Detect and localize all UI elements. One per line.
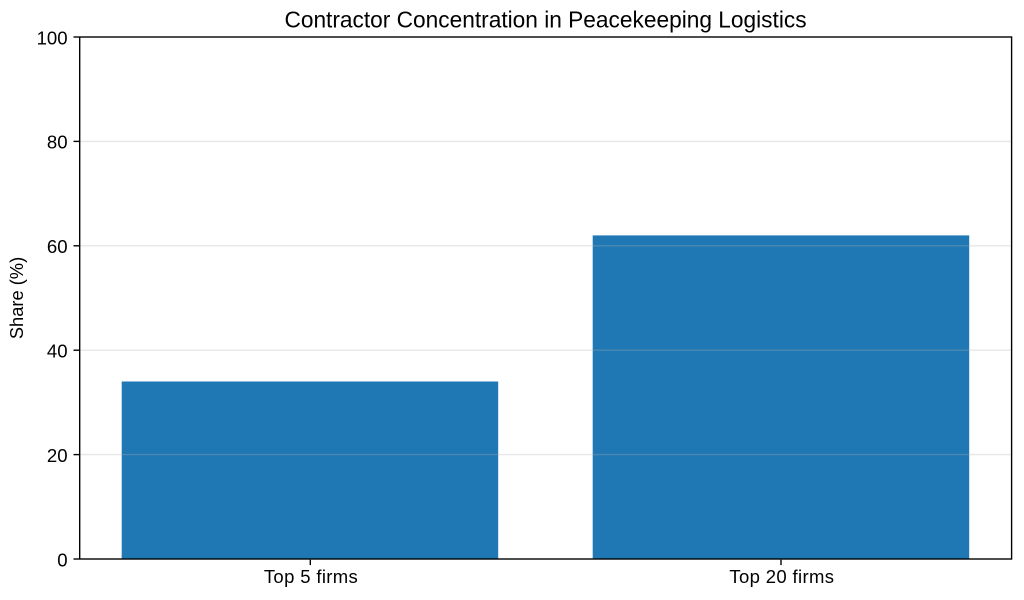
svg-text:80: 80 [47, 132, 68, 153]
svg-text:Top 5 firms: Top 5 firms [264, 566, 358, 587]
svg-text:Contractor Concentration in Pe: Contractor Concentration in Peacekeeping… [284, 7, 806, 33]
svg-text:60: 60 [47, 236, 68, 257]
svg-text:100: 100 [37, 27, 68, 48]
svg-text:Share (%): Share (%) [6, 257, 27, 339]
svg-text:40: 40 [47, 341, 68, 362]
svg-text:Top 20 firms: Top 20 firms [729, 566, 834, 587]
svg-text:20: 20 [47, 445, 68, 466]
svg-text:0: 0 [57, 549, 67, 570]
